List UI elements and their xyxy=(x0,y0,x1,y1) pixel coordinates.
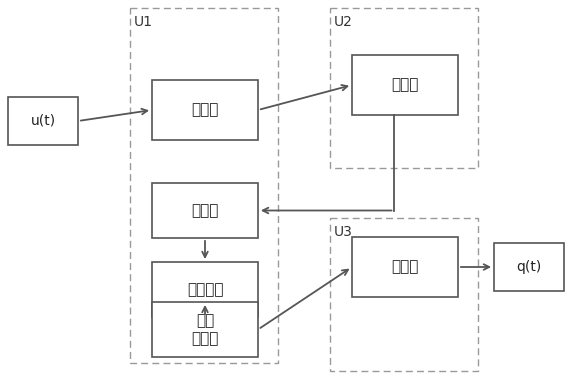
Text: U2: U2 xyxy=(334,15,353,29)
Bar xyxy=(152,80,258,140)
Text: 对数运算: 对数运算 xyxy=(187,282,223,297)
Text: q(t): q(t) xyxy=(516,260,542,274)
Bar xyxy=(8,97,78,145)
Text: U3: U3 xyxy=(334,225,353,239)
Text: U1: U1 xyxy=(134,15,153,29)
Text: 反相
放大器: 反相 放大器 xyxy=(191,313,219,346)
Bar xyxy=(152,302,258,357)
Text: 乘法器: 乘法器 xyxy=(392,260,419,274)
Text: u(t): u(t) xyxy=(30,114,56,128)
Bar xyxy=(330,8,478,168)
Bar xyxy=(152,262,258,317)
Bar xyxy=(130,8,278,363)
Bar xyxy=(494,243,564,291)
Text: 乘法器: 乘法器 xyxy=(392,77,419,92)
Bar xyxy=(152,183,258,238)
Bar xyxy=(352,237,458,297)
Text: 加法器: 加法器 xyxy=(191,203,219,218)
Bar xyxy=(330,218,478,371)
Bar xyxy=(352,55,458,115)
Text: 积分器: 积分器 xyxy=(191,102,219,117)
